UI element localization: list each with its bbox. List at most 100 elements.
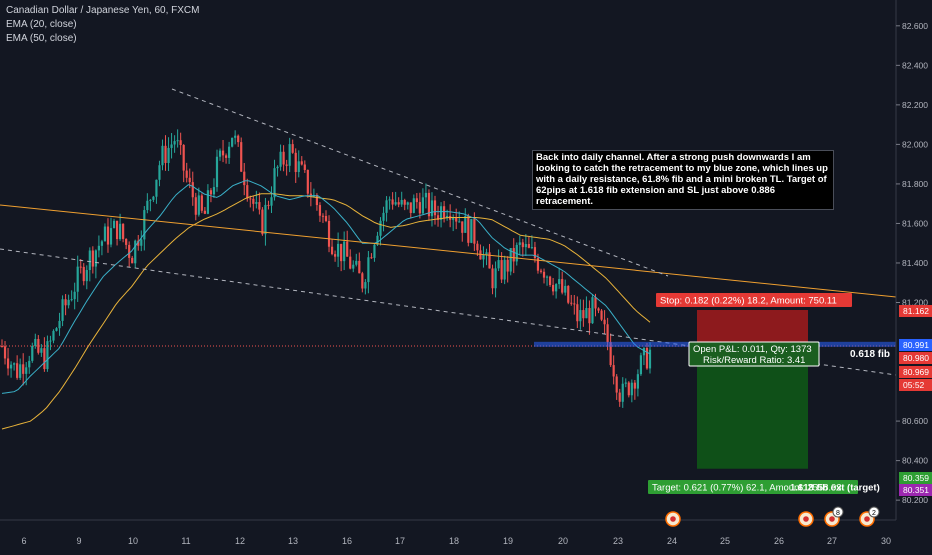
- price-marker-label: 80.980: [903, 353, 929, 363]
- price-tick-label: 82.600: [902, 21, 928, 31]
- candle-body: [0, 345, 4, 347]
- event-count-label: 2: [872, 510, 876, 517]
- candle-body: [582, 310, 585, 319]
- candle-body: [82, 266, 85, 282]
- candle-body: [25, 367, 28, 374]
- time-label: 19: [503, 536, 513, 546]
- candle-body: [203, 210, 206, 214]
- price-axis: 82.600 82.400 82.200 82.000 81.800 81.600 81.4…: [895, 0, 932, 550]
- event-icon: [665, 511, 681, 527]
- candle-body: [191, 182, 194, 198]
- candle-body: [576, 304, 579, 322]
- candle-body: [324, 216, 328, 221]
- candle-body: [406, 202, 409, 205]
- price-tick-label: 81.400: [902, 258, 928, 268]
- price-marker-label: 80.359: [903, 473, 929, 483]
- price-marker: 80.980: [899, 352, 932, 364]
- event-icon-dot: [803, 516, 809, 522]
- candle-body: [46, 341, 49, 370]
- candle-body: [400, 199, 403, 205]
- candle-body: [412, 198, 415, 213]
- candle-body: [636, 374, 639, 389]
- price-marker-label: 81.162: [903, 306, 929, 316]
- candle-body: [430, 200, 434, 217]
- price-tick-label: 81.600: [902, 218, 928, 228]
- candle-body: [545, 276, 549, 278]
- candle-body: [388, 199, 391, 201]
- candle-body: [155, 179, 158, 197]
- time-label: 27: [827, 536, 837, 546]
- target-label: Target: 0.621 (0.77%) 62.1, Amount: 2558…: [648, 480, 858, 494]
- candle-body: [146, 200, 149, 211]
- candle-body: [446, 215, 449, 218]
- price-tick-label: 81.200: [902, 298, 928, 308]
- candle-body: [418, 202, 421, 214]
- ema20-legend[interactable]: EMA (20, close): [6, 19, 77, 30]
- price-marker-bg: [899, 339, 932, 351]
- candle-body: [370, 257, 373, 259]
- candle-body: [218, 150, 222, 157]
- candle-body: [648, 349, 652, 369]
- candle-body: [600, 310, 603, 320]
- candle-body: [327, 220, 331, 247]
- candle-body: [149, 199, 152, 201]
- symbol-title[interactable]: Canadian Dollar / Japanese Yen, 60, FXCM: [6, 5, 200, 16]
- time-label: 10: [128, 536, 138, 546]
- candle-body: [615, 376, 618, 393]
- candle-body: [455, 217, 458, 222]
- candle-body: [367, 257, 370, 283]
- candle-body: [112, 220, 116, 229]
- candle-body: [346, 241, 349, 257]
- price-marker-label: 05:52: [903, 380, 925, 390]
- candle-body: [294, 152, 297, 173]
- candle-body: [115, 220, 119, 240]
- candle-body: [167, 147, 170, 163]
- candle-body: [246, 185, 249, 199]
- candle-body: [394, 202, 397, 205]
- price-marker-bg: [899, 352, 932, 364]
- price-marker-label: 80.991: [903, 340, 929, 350]
- candle-body: [364, 282, 367, 289]
- candle-body: [3, 346, 7, 359]
- candle-body: [228, 146, 231, 158]
- candle-body: [164, 145, 167, 163]
- candle-body: [533, 247, 537, 259]
- candle-body: [243, 171, 246, 186]
- price-tick-label: 80.400: [902, 456, 928, 466]
- idea-annotation[interactable]: Back into daily channel. After a strong …: [532, 150, 834, 210]
- position-tool: Stop: 0.182 (0.22%) 18.2, Amount: 750.11…: [534, 293, 896, 494]
- candle-body: [585, 308, 588, 319]
- candle-body: [106, 226, 110, 245]
- candle-body: [355, 260, 358, 265]
- candle-body: [645, 347, 649, 369]
- candle-body: [618, 392, 621, 402]
- candle-body: [34, 338, 37, 346]
- candle-body: [397, 202, 400, 205]
- ema50-legend[interactable]: EMA (50, close): [6, 33, 77, 44]
- event-count-badge: 2: [868, 506, 880, 518]
- candle-body: [64, 299, 67, 306]
- candle-body: [427, 192, 431, 217]
- time-label: 20: [558, 536, 568, 546]
- candle-body: [606, 324, 609, 343]
- price-tick-label: 80.200: [902, 495, 928, 505]
- candle-body: [152, 196, 155, 200]
- target-label-bg: [648, 480, 858, 494]
- stop-label-bg: [656, 293, 852, 307]
- candle-body: [221, 150, 225, 156]
- candle-body: [52, 330, 55, 341]
- candle-body: [188, 177, 191, 183]
- time-label: 13: [288, 536, 298, 546]
- candle-body: [22, 364, 25, 374]
- price-marker-bg: [899, 366, 932, 378]
- upper-channel-line: [171, 88, 669, 277]
- candle-body: [125, 238, 128, 245]
- candle-body: [385, 200, 388, 213]
- candle-body: [291, 144, 294, 153]
- candle-body: [594, 297, 597, 309]
- candle-body: [161, 145, 164, 166]
- candle-body: [258, 202, 261, 210]
